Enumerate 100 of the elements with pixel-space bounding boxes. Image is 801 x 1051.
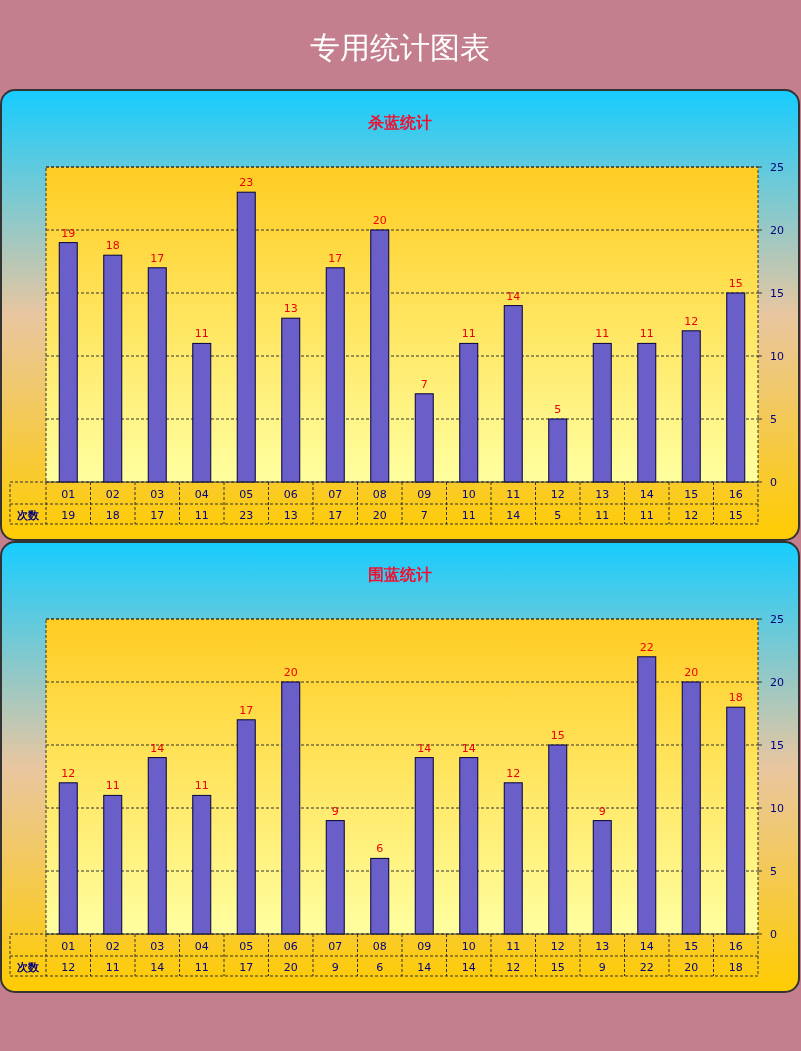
chart-title: 专用统计图表: [310, 30, 490, 65]
annotation: 9: [598, 804, 606, 818]
x-tick-label: 12: [550, 940, 565, 953]
data-label: 12: [61, 961, 76, 974]
bar: [103, 254, 123, 483]
x-tick-label: 13: [595, 940, 610, 953]
annotation: 9: [331, 804, 339, 818]
bar: [726, 292, 746, 483]
data-label: 19: [61, 509, 76, 522]
x-tick-label: 14: [639, 488, 654, 501]
x-tick-label: 03: [150, 940, 165, 953]
data-label: 20: [283, 961, 298, 974]
data-label: 11: [461, 509, 476, 522]
annotation: 7: [420, 377, 428, 391]
x-tick-label: 04: [194, 940, 209, 953]
annotation: 15: [550, 729, 565, 742]
bar: [681, 681, 701, 935]
bar: [548, 744, 568, 935]
data-label: 15: [728, 509, 743, 522]
bar: [503, 305, 523, 483]
x-tick-label: 03: [150, 488, 165, 501]
data-label: 6: [376, 961, 384, 974]
x-tick-label: 08: [372, 488, 387, 501]
bar: [726, 706, 746, 935]
bar: [192, 794, 212, 935]
data-label: 17: [150, 509, 165, 522]
y-tick-label: 5: [770, 865, 777, 878]
x-tick-label: 15: [684, 940, 699, 953]
bar: [592, 820, 612, 935]
x-tick-label: 16: [728, 488, 743, 501]
annotation: 23: [239, 176, 254, 190]
annotation: 17: [150, 251, 165, 265]
bar: [58, 242, 78, 483]
data-label: 15: [550, 961, 565, 974]
text: 次数: [17, 509, 40, 522]
annotation: 11: [639, 327, 654, 341]
data-label: 12: [684, 509, 699, 522]
y-tick-label: 20: [770, 224, 784, 237]
x-tick-label: 02: [105, 940, 120, 953]
data-label: 18: [728, 961, 743, 974]
annotation: 22: [639, 640, 654, 654]
data-label: 11: [595, 509, 610, 522]
annotation: 19: [61, 226, 76, 240]
data-label: 5: [554, 509, 562, 522]
x-tick-label: 02: [105, 488, 120, 501]
bar: [503, 782, 523, 935]
bar: [548, 418, 568, 483]
bar: [281, 681, 301, 935]
annotation: 13: [283, 302, 298, 316]
data-label: 14: [506, 509, 521, 522]
bar: [370, 229, 390, 483]
x-tick-label: 06: [283, 940, 298, 953]
data-label: 18: [105, 509, 120, 522]
annotation: 14: [506, 289, 521, 303]
x-tick-label: 10: [461, 940, 476, 953]
bar: [459, 757, 479, 935]
bar: [281, 317, 301, 483]
x-tick-label: 10: [461, 488, 476, 501]
data-label: 23: [239, 509, 254, 522]
bar: [58, 782, 78, 935]
annotation: 11: [194, 779, 209, 793]
x-tick-label: 01: [61, 488, 76, 501]
annotation: 12: [61, 766, 76, 780]
chart-subtitle: 围蓝统计: [368, 565, 432, 584]
data-label: 12: [506, 961, 521, 974]
bar: [103, 794, 123, 935]
x-tick-label: 16: [728, 940, 743, 953]
data-label: 14: [461, 961, 476, 974]
bar: [637, 342, 657, 483]
annotation: 17: [328, 251, 343, 265]
data-label: 13: [283, 509, 298, 522]
x-tick-label: 07: [328, 940, 343, 953]
x-tick-label: 11: [506, 940, 521, 953]
data-label: 11: [194, 509, 209, 522]
y-tick-label: 15: [770, 739, 784, 752]
chart-subtitle: 杀蓝统计: [367, 113, 432, 132]
data-label: 9: [598, 961, 606, 974]
data-label: 11: [194, 961, 209, 974]
data-label: 20: [372, 509, 387, 522]
y-tick-label: 15: [770, 287, 784, 300]
annotation: 11: [105, 779, 120, 793]
text: 次数: [17, 961, 40, 974]
annotation: 20: [684, 666, 699, 679]
annotation: 14: [417, 741, 432, 755]
y-tick-label: 5: [770, 413, 777, 426]
y-tick-label: 10: [770, 802, 784, 815]
annotation: 6: [376, 842, 384, 856]
bar: [414, 757, 434, 935]
annotation: 15: [728, 277, 743, 290]
y-tick-label: 25: [770, 613, 784, 626]
annotation: 17: [239, 703, 254, 717]
x-tick-label: 08: [372, 940, 387, 953]
annotation: 18: [728, 691, 743, 705]
x-tick-label: 05: [239, 940, 254, 953]
bar: [592, 342, 612, 483]
x-tick-label: 07: [328, 488, 343, 501]
bar: [325, 820, 345, 935]
data-label: 9: [331, 961, 339, 974]
bar: [147, 267, 167, 483]
data-label: 11: [639, 509, 654, 522]
